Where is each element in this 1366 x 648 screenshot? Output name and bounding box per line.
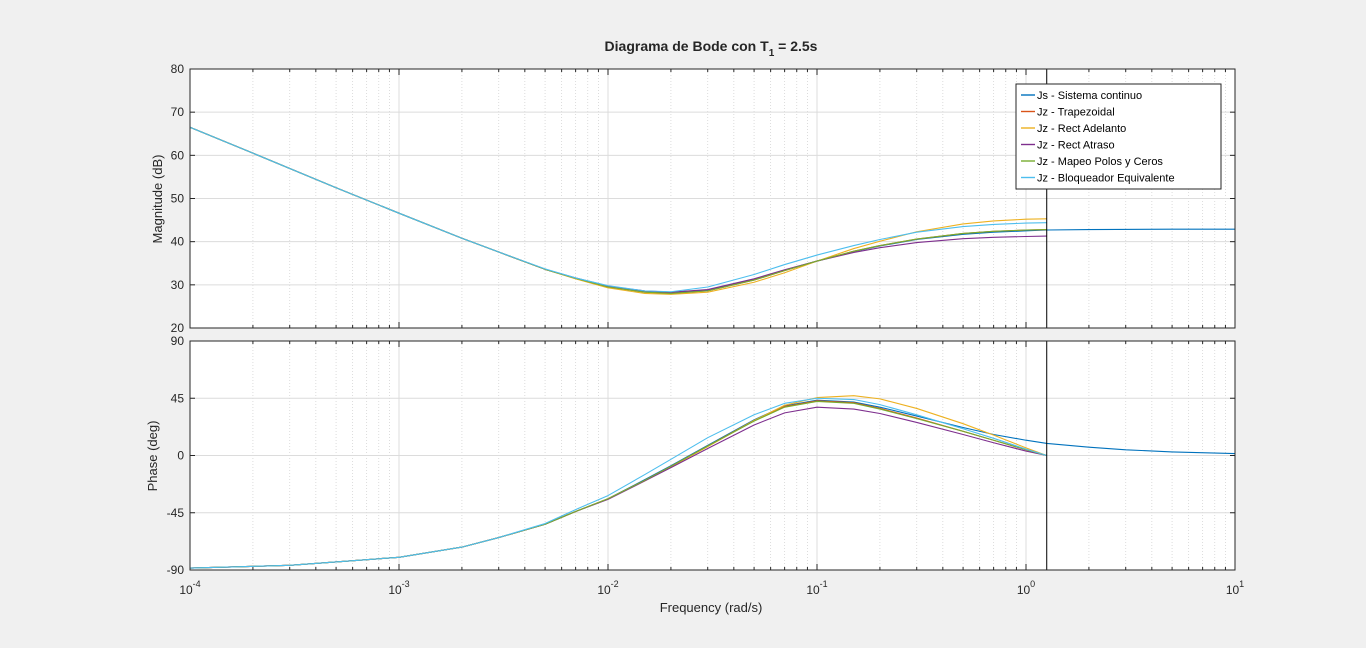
magnitude-series-jz-bloqueador-equivalente bbox=[190, 126, 1047, 293]
x-tick-label: 10-1 bbox=[806, 579, 827, 597]
phase-series-group bbox=[190, 395, 1235, 569]
x-axis-label: Frequency (rad/s) bbox=[660, 600, 763, 615]
phase-frame bbox=[189, 340, 1236, 571]
phase-ytick-label: -45 bbox=[167, 506, 185, 520]
title-main: Diagrama de Bode con T bbox=[605, 38, 770, 54]
title-tail: = 2.5s bbox=[774, 38, 817, 54]
magnitude-ytick-label: 30 bbox=[171, 278, 185, 292]
x-tick-label: 10-2 bbox=[597, 579, 618, 597]
phase-ylabel: Phase (deg) bbox=[145, 421, 160, 492]
magnitude-ytick-label: 70 bbox=[171, 105, 185, 119]
magnitude-ytick-label: 60 bbox=[171, 148, 185, 162]
title-subscript: 1 bbox=[769, 48, 775, 59]
legend-box bbox=[1015, 83, 1222, 190]
magnitude-ytick-label: 50 bbox=[171, 192, 185, 206]
x-tick-label: 101 bbox=[1226, 579, 1244, 597]
legend-entry-jz-trapezoidal: Jz - Trapezoidal bbox=[1037, 107, 1115, 119]
magnitude-ylabel: Magnitude (dB) bbox=[150, 155, 165, 244]
magnitude-ytick-label: 80 bbox=[171, 62, 185, 76]
phase-ytick-label: -90 bbox=[167, 563, 185, 577]
phase-ytick-label: 0 bbox=[177, 449, 184, 463]
legend: Js - Sistema continuo Jz - Trapezoidal Jz … bbox=[1015, 83, 1222, 190]
phase-series-jz-bloqueador-equivalente bbox=[190, 397, 1047, 569]
x-tick-label: 10-4 bbox=[179, 579, 200, 597]
magnitude-ytick-label: 20 bbox=[171, 321, 185, 335]
magnitude-series-group bbox=[190, 126, 1235, 295]
chart-title: Diagrama de Bode con T1 = 2.5s bbox=[605, 38, 818, 59]
legend-entry-jz-rect-adelanto: Jz - Rect Adelanto bbox=[1037, 123, 1126, 135]
legend-entry-jz-rect-atraso: Jz - Rect Atraso bbox=[1037, 140, 1115, 152]
x-tick-label: 100 bbox=[1017, 579, 1035, 597]
legend-entry-js-sistema-continuo: Js - Sistema continuo bbox=[1037, 90, 1142, 102]
phase-ytick-label: 90 bbox=[171, 334, 185, 348]
legend-entry-jz-bloqueador-equivalente: Jz - Bloqueador Equivalente bbox=[1037, 173, 1175, 185]
magnitude-frame bbox=[189, 68, 1236, 329]
x-tick-label: 10-3 bbox=[388, 579, 409, 597]
svg-text:Diagrama de Bode con T1 = 2.5s: Diagrama de Bode con T1 = 2.5s bbox=[605, 38, 818, 59]
legend-entry-jz-mapeo-polos-y-ceros: Jz - Mapeo Polos y Ceros bbox=[1037, 156, 1163, 168]
magnitude-ytick-label: 40 bbox=[171, 235, 185, 249]
phase-ytick-label: 45 bbox=[171, 391, 185, 405]
phase-axes: -90 -45 0 45 90 10-4 10-3 10-2 10-1 100 101 bbox=[167, 334, 1245, 597]
